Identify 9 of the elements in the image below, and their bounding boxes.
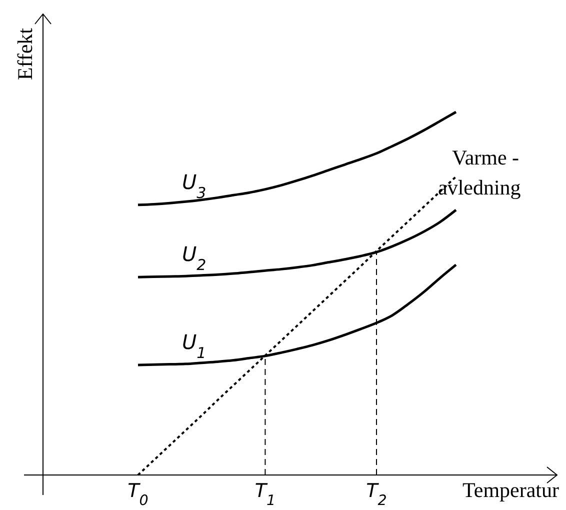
x-axis-title: Temperatur [462,478,559,502]
series-label: U$_{1}$ [182,330,206,362]
series-label: U$_{2}$ [182,242,206,274]
series-label: Varme - avledning [438,146,522,200]
series-label: U$_{3}$ [182,170,206,202]
y-axis-title: Effekt [13,28,37,80]
x-tick-label: T$_{1}$ [254,480,276,509]
x-tick-label: T$_{2}$ [366,480,387,509]
x-tick-label: T$_{0}$ [128,480,148,509]
